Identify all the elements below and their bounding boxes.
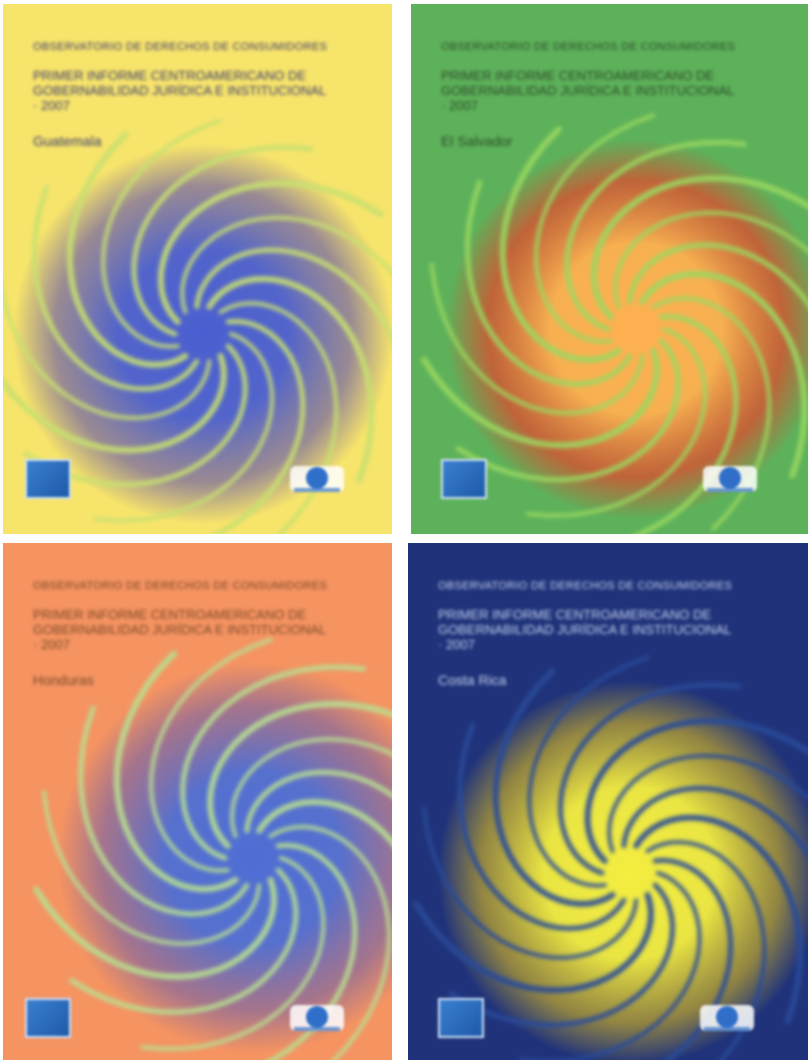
cover-country: El Salvador	[441, 133, 513, 149]
publisher-logo-icon	[25, 998, 71, 1038]
cover-country: Honduras	[33, 672, 94, 688]
cover-header: Observatorio de Derechos de Consumidores…	[33, 40, 372, 149]
partner-logo-icon	[703, 466, 757, 492]
publisher-logo-icon	[441, 459, 487, 499]
partner-logo-icon	[290, 1005, 344, 1031]
cover-guatemala: Observatorio de Derechos de Consumidores…	[3, 4, 392, 534]
cover-costa-rica: Observatorio de Derechos de Consumidores…	[408, 543, 808, 1060]
publisher-logo-icon	[25, 459, 71, 499]
cover-title: Primer Informe Centroamericano de Gobern…	[441, 68, 734, 113]
publisher-logo-icon	[438, 998, 484, 1038]
swirl-graphic	[33, 637, 392, 1060]
swirl-graphic	[413, 655, 808, 1060]
cover-el-salvador: Observatorio de Derechos de Consumidores…	[411, 4, 808, 534]
swirl-graphic	[421, 113, 808, 534]
swirl-graphic	[3, 118, 392, 534]
cover-honduras: Observatorio de Derechos de Consumidores…	[3, 543, 392, 1060]
cover-org-name: Observatorio de Derechos de Consumidores	[33, 580, 328, 592]
cover-country: Guatemala	[33, 133, 102, 149]
cover-org-name: Observatorio de Derechos de Consumidores	[33, 41, 328, 53]
cover-header: Observatorio de Derechos de Consumidores…	[33, 579, 372, 688]
cover-title: Primer Informe Centroamericano de Gobern…	[33, 607, 326, 652]
partner-logo-icon	[290, 466, 344, 492]
cover-org-name: Observatorio de Derechos de Consumidores	[438, 580, 733, 592]
cover-country: Costa Rica	[438, 672, 507, 688]
cover-org-name: Observatorio de Derechos de Consumidores	[441, 41, 736, 53]
cover-title: Primer Informe Centroamericano de Gobern…	[33, 68, 326, 113]
cover-header: Observatorio de Derechos de Consumidores…	[441, 40, 788, 149]
partner-logo-icon	[700, 1005, 754, 1031]
cover-header: Observatorio de Derechos de Consumidores…	[438, 579, 788, 688]
cover-title: Primer Informe Centroamericano de Gobern…	[438, 607, 731, 652]
